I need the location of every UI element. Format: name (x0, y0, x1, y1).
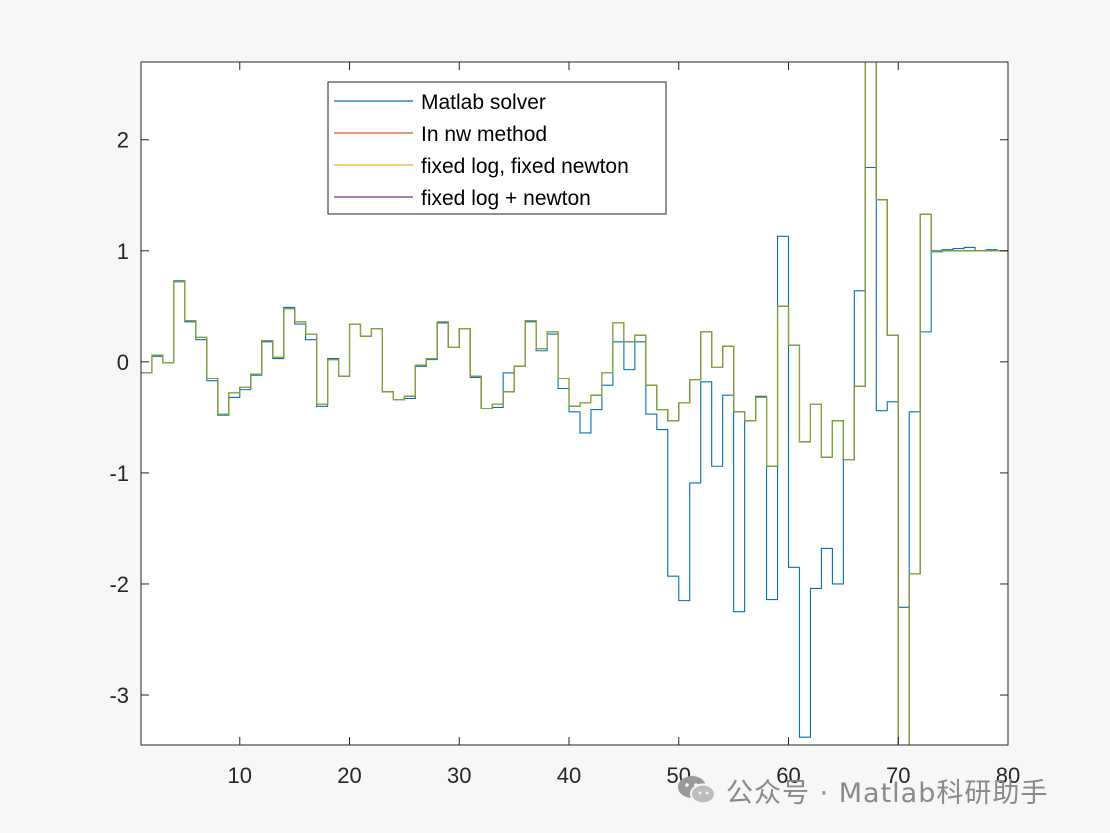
legend-label-in-nw-method: In nw method (421, 123, 547, 146)
y-tick-label-neg2: -2 (109, 572, 129, 597)
series-line-matlab-solver (141, 166, 1008, 738)
axes-frame (140, 61, 1009, 746)
wechat-icon (678, 776, 716, 805)
y-tick-label-2: 2 (117, 128, 129, 153)
series-layer (141, 62, 1008, 745)
legend-label-matlab-solver: Matlab solver (421, 91, 546, 114)
x-tick-label-20: 20 (337, 763, 361, 788)
watermark-text: 公众号 · Matlab科研助手 (726, 777, 1049, 809)
legend-label-fixed-log-plus-newton: fixed log + newton (421, 187, 591, 210)
y-tick-label-neg1: -1 (109, 461, 129, 486)
x-tick-label-40: 40 (557, 763, 581, 788)
x-tick-label-10: 10 (228, 763, 252, 788)
legend-label-fixed-log-fixed-newton: fixed log, fixed newton (421, 155, 629, 178)
legend[interactable]: Matlab solver In nw method fixed log, fi… (327, 81, 667, 215)
x-tick-label-80: 80 (996, 763, 1020, 788)
x-tick-label-60: 60 (776, 763, 800, 788)
legend-box (327, 81, 667, 215)
y-tick-label-0: 0 (117, 350, 129, 375)
y-tick-label-neg3: -3 (109, 683, 129, 708)
series-line-overlay (141, 62, 1008, 745)
y-tick-label-1: 1 (117, 239, 129, 264)
watermark: 公众号 · Matlab科研助手 (676, 772, 1049, 809)
x-tick-label-30: 30 (447, 763, 471, 788)
x-tick-label-70: 70 (886, 763, 910, 788)
